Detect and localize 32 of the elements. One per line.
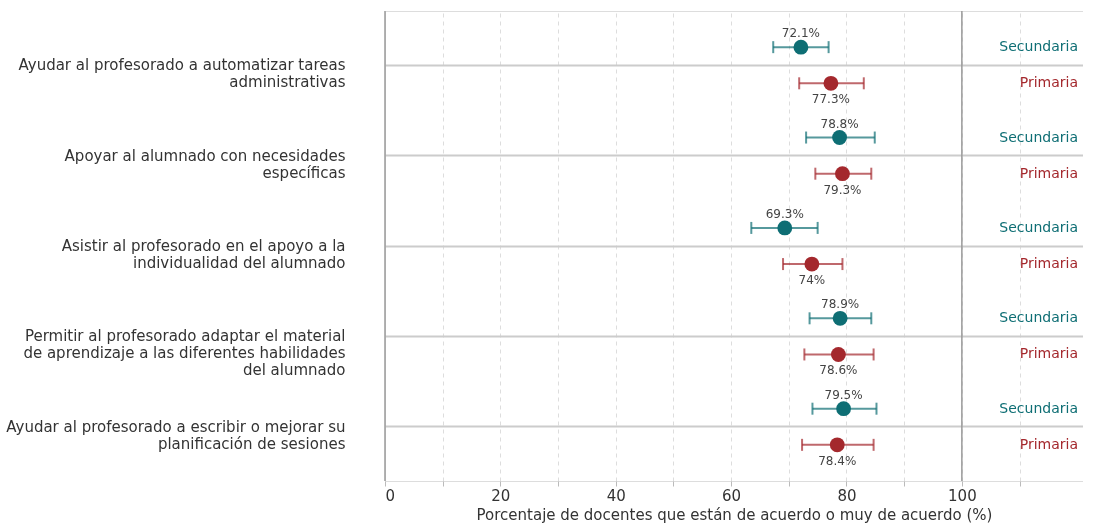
y-tick-label: Ayudar al profesorado a escribir o mejorar su planificación de sesiones (6, 417, 346, 453)
text: Primaria (1019, 74, 1078, 91)
data-label: 74% (798, 273, 826, 288)
y-tick-label: Ayudar al profesorado a automatizar tareas administrativas (18, 56, 346, 92)
data-label: 72.1% (781, 26, 820, 41)
text: Secundaria (999, 399, 1078, 416)
data-label: 77.3% (811, 92, 850, 107)
y-tick-label: Asistir al profesorado en el apoyo a la individualidad del alumnado (61, 237, 346, 272)
text: Secundaria (999, 38, 1078, 55)
data-label: 78.8% (820, 116, 859, 131)
x-tick-label: 60 (722, 486, 742, 505)
text: Primaria (1019, 164, 1078, 181)
data-label: 78.4% (818, 453, 857, 468)
data-label: 79.3% (823, 182, 862, 197)
x-tick-label: 20 (491, 486, 511, 505)
text: Primaria (1019, 255, 1078, 272)
y-tick-label: Apoyar al alumnado con necesidades específicas (64, 146, 346, 182)
x-tick-label: 0 (385, 486, 396, 505)
x-axis-title: Porcentaje de docentes que están de acuerdo o muy de acuerdo (%) (476, 505, 993, 524)
text: Primaria (1019, 345, 1078, 362)
y-tick-label: Permitir al profesorado adaptar el material de aprendizaje a las diferentes habilidades del alumnado (23, 327, 346, 380)
text: Secundaria (999, 218, 1078, 235)
data-label: 78.9% (821, 297, 860, 312)
x-tick-label: 40 (606, 486, 626, 505)
text: Secundaria (999, 128, 1078, 145)
data-label: 79.5% (824, 387, 863, 402)
data-label: 78.6% (819, 363, 858, 378)
x-tick-label: 80 (837, 486, 857, 505)
text: Primaria (1019, 435, 1078, 452)
text: Secundaria (999, 309, 1078, 326)
x-tick-label: 100 (948, 486, 977, 505)
data-label: 69.3% (765, 206, 804, 221)
